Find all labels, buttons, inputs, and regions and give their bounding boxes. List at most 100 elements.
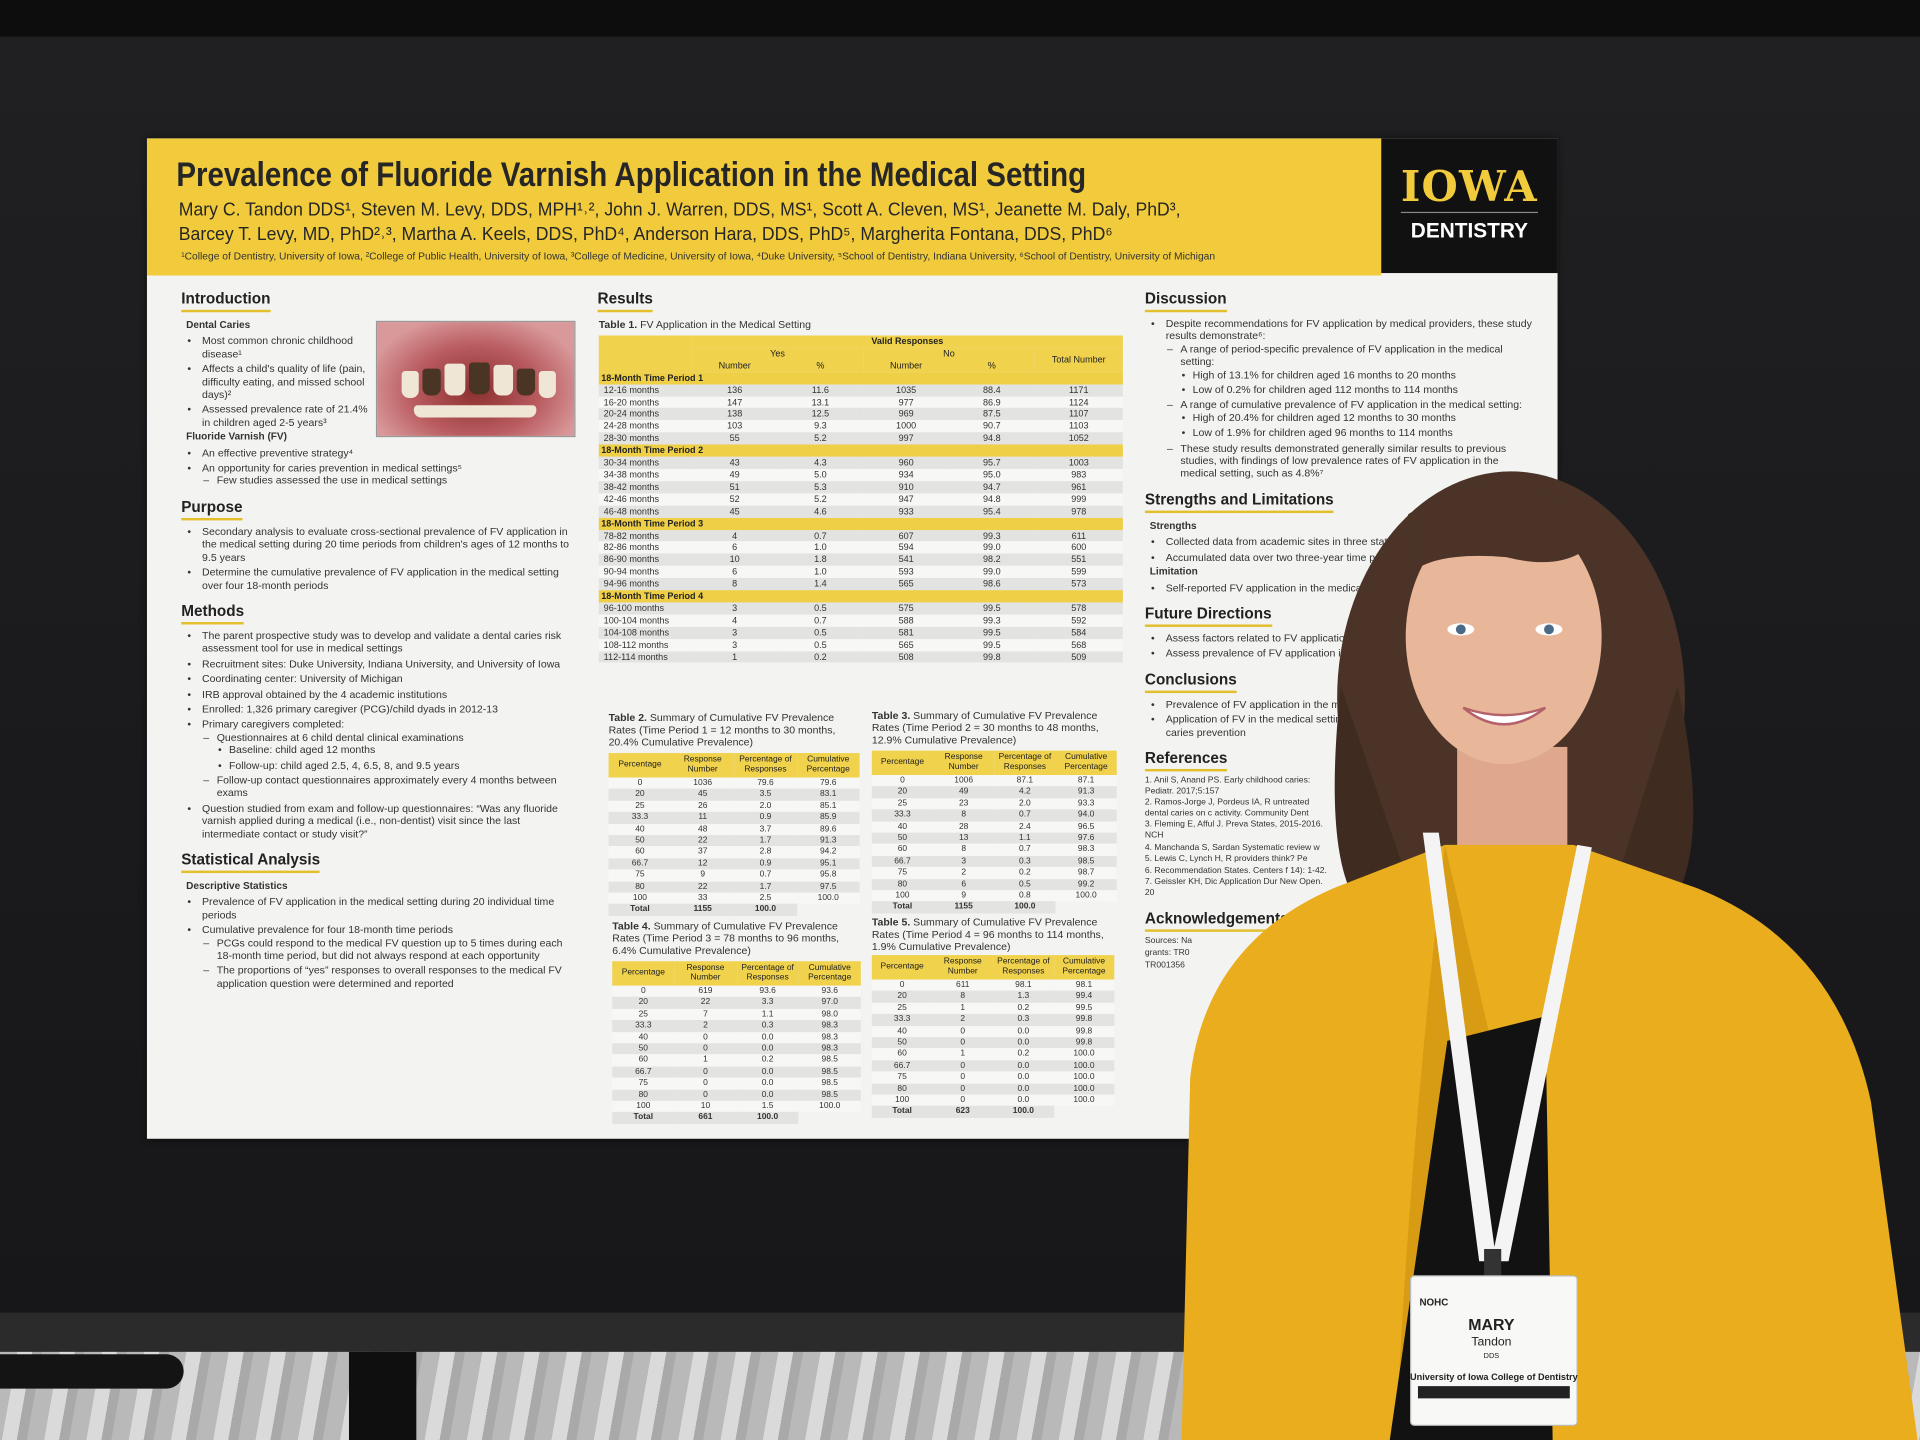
table-cell: 1 bbox=[691, 650, 778, 664]
table-cell: 86.9 bbox=[948, 396, 1035, 409]
table-cell: 1.5 bbox=[736, 1100, 799, 1113]
data-row: 16-20 months 147 13.1 977 86.9 1124 bbox=[598, 396, 1123, 409]
table-cell: 86-90 months bbox=[598, 553, 692, 566]
reference: 3. Fleming E, Afful J. Preva States, 201… bbox=[1144, 820, 1323, 840]
table-cell: 961 bbox=[1034, 481, 1123, 494]
table-cell: 99.8 bbox=[1053, 1025, 1115, 1038]
data-row: 75 2 0.2 98.7 bbox=[871, 867, 1117, 879]
data-row: 60 1 0.2 98.5 bbox=[612, 1054, 861, 1067]
table-cell: Total bbox=[871, 901, 934, 914]
author-line: Barcey T. Levy, MD, PhD²˒³, Martha A. Ke… bbox=[178, 224, 1113, 245]
data-row: Total 623 100.0 bbox=[871, 1106, 1114, 1118]
table-cell: 40 bbox=[871, 1025, 933, 1038]
data-row: 38-42 months 51 5.3 910 94.7 961 bbox=[598, 481, 1123, 494]
table-cell: 89.6 bbox=[796, 823, 860, 836]
table-cell: 997 bbox=[863, 432, 949, 445]
bullet-item: Questionnaires at 6 child dental clinica… bbox=[202, 731, 573, 772]
block: Secondary analysis to evaluate cross-sec… bbox=[181, 525, 573, 591]
table-cell: 573 bbox=[1034, 578, 1123, 591]
reference: 6. Recommendation States. Centers f 14):… bbox=[1144, 866, 1327, 876]
period-row: 18-Month Time Period 4 bbox=[598, 590, 1123, 603]
data-row: 33.3 2 0.3 99.8 bbox=[871, 1014, 1115, 1026]
badge-event: NOHC bbox=[1419, 1297, 1448, 1308]
table-cell: 103 bbox=[691, 420, 778, 433]
data-row: 66.7 0 0.0 98.5 bbox=[612, 1066, 861, 1078]
table-cell: 3 bbox=[933, 855, 995, 868]
data-row: 104-108 months 3 0.5 581 99.5 584 bbox=[598, 626, 1123, 639]
bullet-item: A range of period-specific prevalence of… bbox=[1166, 343, 1537, 397]
hair bbox=[1616, 685, 1694, 913]
table-cell: 6 bbox=[691, 541, 778, 554]
bullet-item: PCGs could respond to the medical FV que… bbox=[202, 936, 573, 961]
table-cell: 0.0 bbox=[736, 1066, 799, 1078]
table-cell: 0.7 bbox=[994, 809, 1056, 822]
table-cell: 98.3 bbox=[798, 1031, 861, 1044]
header-cell: Percentage bbox=[871, 955, 933, 980]
table-cell: 947 bbox=[863, 493, 949, 506]
table-cell: 565 bbox=[863, 578, 949, 591]
section-heading: Results bbox=[597, 290, 653, 313]
table-cell: 661 bbox=[674, 1112, 737, 1124]
table-cell: 40 bbox=[612, 1031, 675, 1044]
bullet-item: Coordinating center: University of Michi… bbox=[181, 672, 573, 685]
table-cell: 100 bbox=[612, 1100, 675, 1113]
data-row: 60 1 0.2 100.0 bbox=[871, 1048, 1115, 1061]
table-cell: 22 bbox=[674, 997, 737, 1009]
data-row: 60 8 0.7 98.3 bbox=[871, 844, 1117, 856]
table-cell: 0 bbox=[871, 979, 933, 992]
logo: IOWA DENTISTRY bbox=[1381, 138, 1558, 274]
tooth bbox=[516, 368, 536, 396]
section: Strengths and Limitations Strengths Collec… bbox=[1144, 491, 1537, 594]
table-cell: 0 bbox=[932, 1025, 994, 1038]
bullet-list: Questionnaires at 6 child dental clinica… bbox=[202, 731, 573, 800]
table-label: Table 1. bbox=[598, 318, 638, 331]
badge-last-name: Tandon bbox=[1471, 1335, 1511, 1349]
header-cell: Total Number bbox=[1034, 347, 1123, 372]
bullet-item: High of 13.1% for children aged 16 month… bbox=[1180, 368, 1536, 381]
data-row: 12-16 months 136 11.6 1035 88.4 1171 bbox=[598, 384, 1123, 397]
data-row: 90-94 months 6 1.0 593 99.0 599 bbox=[598, 565, 1123, 579]
table-cell: 87.1 bbox=[994, 775, 1056, 787]
data-row: 86-90 months 10 1.8 541 98.2 551 bbox=[598, 553, 1123, 566]
table-cell: 623 bbox=[932, 1106, 994, 1118]
reference: 5. Lewis C, Lynch H, R providers think? … bbox=[1144, 854, 1308, 864]
table-cell: 91.3 bbox=[1055, 786, 1117, 799]
table-cell: 2.4 bbox=[994, 821, 1056, 833]
section-heading: References bbox=[1144, 749, 1228, 772]
table-cell: 79.6 bbox=[734, 777, 797, 790]
table-label: Table 4. bbox=[612, 919, 651, 932]
bullet-item: Assessed prevalence rate of 21.4% in chi… bbox=[181, 403, 371, 428]
table-cell: 4.3 bbox=[777, 456, 864, 469]
data-row: 75 0 0.0 100.0 bbox=[871, 1071, 1115, 1084]
table-head: Percentage Response Number Percentage of R… bbox=[612, 961, 861, 986]
table-cell: 147 bbox=[691, 396, 778, 409]
data-row: 25 26 2.0 85.1 bbox=[608, 800, 860, 813]
board-top bbox=[0, 0, 1920, 37]
table-cell: 0 bbox=[932, 1083, 994, 1095]
table-cell: 100.0 bbox=[1053, 1060, 1115, 1072]
section: Statistical Analysis Descriptive Statisti… bbox=[181, 851, 573, 990]
bullet-list: The parent prospective study was to deve… bbox=[181, 629, 573, 840]
header-cell: Cumulative Percentage bbox=[1053, 955, 1115, 980]
table-cell: 0 bbox=[674, 1031, 737, 1044]
poster: Prevalence of Fluoride Varnish Applicati… bbox=[146, 138, 1558, 1139]
table-cell: 87.5 bbox=[948, 408, 1035, 421]
table-cell: 100.0 bbox=[1053, 1071, 1115, 1084]
table-cell: 0.8 bbox=[994, 890, 1056, 902]
data-row: 25 7 1.1 98.0 bbox=[612, 1008, 861, 1021]
hair bbox=[1334, 685, 1409, 907]
block: Limitation Self-reported FV application i… bbox=[1145, 566, 1537, 594]
table-cell: 1036 bbox=[671, 777, 735, 790]
table-head: Percentage Response Number Percentage of R… bbox=[871, 955, 1115, 980]
table-cell: 2.0 bbox=[734, 800, 797, 813]
subheading: Dental Caries bbox=[186, 319, 251, 331]
header-cell: Response Number bbox=[674, 961, 737, 986]
badge-first-name: MARY bbox=[1468, 1317, 1515, 1334]
table-cell: 98.0 bbox=[798, 1008, 861, 1021]
table-cell: 969 bbox=[863, 408, 949, 421]
table-cell: 910 bbox=[863, 481, 949, 494]
table-cell: 25 bbox=[871, 1002, 933, 1015]
table-cell: 90.7 bbox=[948, 420, 1035, 433]
bullet-text: Cumulative prevalence for four 18-month … bbox=[202, 923, 453, 936]
bullet-item: Accumulated data over two three-year tim… bbox=[1145, 551, 1537, 564]
